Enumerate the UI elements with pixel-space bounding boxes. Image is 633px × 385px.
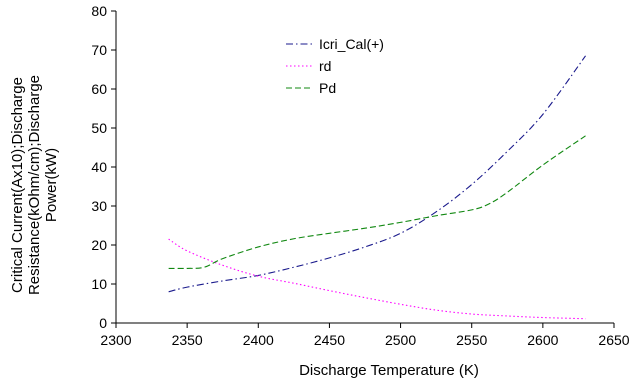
y-tick-label: 30 — [91, 198, 107, 214]
y-axis-ticks: 0 10 20 30 40 50 60 70 80 — [91, 3, 116, 331]
y-tick-label: 80 — [91, 3, 107, 19]
x-tick-label: 2500 — [385, 332, 416, 348]
series-line-rd — [168, 238, 586, 320]
x-axis-title: Discharge Temperature (K) — [299, 362, 479, 379]
x-tick-label: 2400 — [243, 332, 274, 348]
series-lines — [168, 55, 586, 320]
y-tick-label: 10 — [91, 276, 107, 292]
series-line-icri-cal — [168, 55, 586, 293]
y-axis-title: Critical Current(Ax10);Discharge Resista… — [9, 75, 60, 295]
y-tick-label: 70 — [91, 42, 107, 58]
x-tick-label: 2550 — [456, 332, 487, 348]
y-tick-label: 60 — [91, 81, 107, 97]
x-tick-label: 2650 — [598, 332, 629, 348]
x-tick-label: 2450 — [314, 332, 345, 348]
legend-label-rd: rd — [319, 58, 331, 74]
y-tick-label: 40 — [91, 159, 107, 175]
y-tick-label: 20 — [91, 237, 107, 253]
y-tick-label: 50 — [91, 120, 107, 136]
series-line-pd — [168, 135, 586, 270]
y-axis-title-line-2: Resistance(kOhm/cm);Discharge — [26, 75, 43, 295]
x-axis-ticks: 2300 2350 2400 2450 2500 2550 2600 2650 — [100, 323, 630, 348]
x-tick-label: 2300 — [100, 332, 131, 348]
y-axis-title-line-3: Power(kW) — [43, 148, 60, 222]
legend-label-icri-cal: Icri_Cal(+) — [319, 36, 384, 52]
y-tick-label: 0 — [99, 315, 107, 331]
x-tick-label: 2600 — [527, 332, 558, 348]
legend: Icri_Cal(+)rd Pd — [286, 36, 384, 96]
legend-label-pd: Pd — [319, 80, 336, 96]
y-axis-title-line-1: Critical Current(Ax10);Discharge — [9, 77, 26, 293]
x-tick-label: 2350 — [172, 332, 203, 348]
